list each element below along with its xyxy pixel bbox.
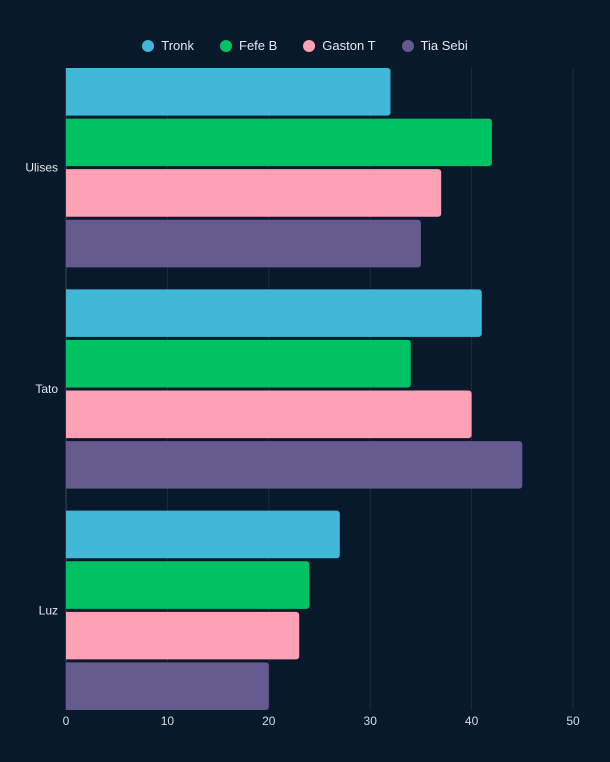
bar xyxy=(66,441,523,489)
x-tick-label: 10 xyxy=(161,714,175,728)
legend-item-tronk[interactable]: Tronk xyxy=(142,38,194,53)
x-tick-label: 30 xyxy=(364,714,378,728)
legend-label: Tia Sebi xyxy=(420,38,468,53)
x-tick-label: 20 xyxy=(262,714,276,728)
bar xyxy=(66,118,492,167)
x-tick-label: 0 xyxy=(63,714,70,728)
x-tick-label: 40 xyxy=(465,714,479,728)
legend-label: Tronk xyxy=(161,38,194,53)
bar xyxy=(66,219,421,268)
legend-label: Gaston T xyxy=(322,38,376,53)
bar xyxy=(66,510,340,559)
bar xyxy=(66,390,472,439)
legend-dot-icon xyxy=(303,39,316,52)
y-tick-label: Ulises xyxy=(25,161,58,175)
x-tick-label: 50 xyxy=(566,714,580,728)
legend-item-tia-sebi[interactable]: Tia Sebi xyxy=(401,38,468,53)
bar xyxy=(65,561,310,609)
legend-dot-icon xyxy=(401,39,414,52)
bar xyxy=(66,339,411,388)
y-tick-label: Luz xyxy=(39,603,58,617)
legend-dot-icon xyxy=(142,39,155,52)
legend-item-gaston-t[interactable]: Gaston T xyxy=(303,38,376,53)
bar xyxy=(65,662,269,710)
bar xyxy=(66,169,442,217)
bar xyxy=(66,289,482,337)
y-tick-label: Tato xyxy=(35,382,58,396)
legend: Tronk Fefe B Gaston T Tia Sebi xyxy=(0,38,610,53)
legend-item-fefe-b[interactable]: Fefe B xyxy=(220,38,277,53)
bar xyxy=(66,611,300,660)
legend-label: Fefe B xyxy=(239,38,278,53)
legend-dot-icon xyxy=(220,39,232,52)
bar xyxy=(66,68,391,116)
